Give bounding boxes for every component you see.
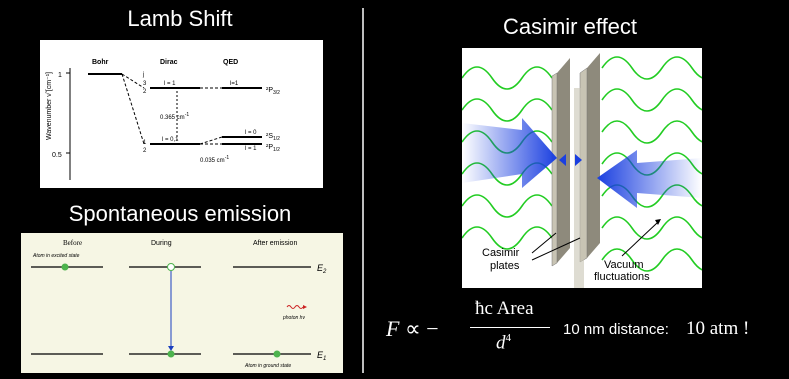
col-after: After emission [253, 240, 297, 247]
qed-l1-low-label: l = 1 [245, 146, 257, 152]
plates-pointer-1 [531, 232, 557, 254]
p32-label: ²P3/2 [266, 87, 280, 96]
excited-caption: Atom in excited state [32, 253, 80, 259]
p12-label: ²P1/2 [266, 144, 280, 153]
atom-before [61, 263, 69, 271]
atom-during [167, 350, 175, 358]
plates-pointer-2 [531, 237, 581, 261]
pressure-text: 10 atm ! [686, 318, 750, 339]
force-arrow-right-icon [597, 150, 702, 208]
s12-label: ²S1/2 [266, 133, 280, 142]
y-axis-label: Wavenumber ν̃ [cm⁻¹] [46, 72, 53, 140]
formula-F: F [386, 316, 400, 341]
y-tick-label-05: 0.5 [52, 152, 62, 159]
j-bot-num: 1 [143, 140, 147, 146]
casimir-title: Casimir effect [502, 14, 638, 39]
plates-label-1: Casimir [482, 247, 520, 259]
vertical-divider [362, 8, 364, 373]
j-top-num: 3 [143, 81, 147, 87]
vacuum-label-1: Vacuum [604, 259, 644, 271]
j-bot-den: 2 [143, 148, 147, 154]
col-qed: QED [223, 59, 238, 66]
formula-numerator: ħc Area [475, 298, 534, 319]
lamb-shift-title: Lamb Shift [127, 6, 233, 31]
force-arrow-left-icon [462, 118, 557, 188]
col-before: Before [63, 239, 82, 247]
decay-arrowhead [168, 346, 174, 351]
vacuum-pointer [621, 222, 658, 257]
spontaneous-emission-title: Spontaneous emission [68, 201, 292, 226]
formula-denominator: d4 [496, 332, 511, 354]
ground-caption: Atom in ground state [244, 363, 291, 369]
qed-l1-label: l=1 [230, 81, 239, 87]
dirac-l01-label: l = 0,1 [162, 137, 179, 143]
s12-connector [199, 136, 223, 145]
photon-arrowhead [303, 305, 307, 309]
col-dirac: Dirac [160, 59, 178, 66]
gap-035-label: 0.035 cm-1 [200, 155, 229, 164]
formula-proportional: ∝ − [405, 316, 439, 341]
casimir-svg: Casimir plates Vacuum fluctuations [461, 53, 723, 288]
j-label: j [142, 72, 144, 78]
photon-wave-icon [286, 305, 304, 309]
col-bohr: Bohr [92, 59, 109, 66]
gap-365-label: 0.365 cm-1 [160, 112, 189, 121]
atom-during-empty [167, 263, 175, 271]
lamb-shift-diagram: 1 0.5 Wavenumber ν̃ [cm⁻¹] Bohr Dirac QE… [40, 40, 323, 188]
distance-text: 10 nm distance: [563, 321, 669, 338]
inner-arrow-right-icon [575, 154, 582, 166]
bohr-to-s12 [121, 73, 145, 145]
spontaneous-emission-diagram: Before During After emission Atom in exc… [21, 233, 343, 373]
lamb-shift-svg: 1 0.5 Wavenumber ν̃ [cm⁻¹] Bohr Dirac QE… [46, 59, 280, 180]
vacuum-waves-right [601, 56, 723, 272]
vacuum-pointer-head [655, 219, 661, 225]
plates-label-2: plates [490, 260, 520, 272]
vacuum-label-2: fluctuations [594, 271, 650, 283]
spontaneous-emission-svg: Before During After emission Atom in exc… [31, 239, 327, 369]
bohr-to-p32 [121, 73, 145, 89]
col-during: During [151, 240, 172, 247]
atom-after [273, 350, 281, 358]
dirac-l1-label: l = 1 [164, 81, 176, 87]
plate-left [551, 72, 558, 267]
j-top-den: 2 [143, 89, 147, 95]
qed-l0-label: l = 0 [245, 130, 257, 136]
y-tick-label-1: 1 [58, 72, 62, 79]
plate-face [574, 88, 584, 288]
plate-right-edge [587, 53, 600, 258]
e2-label: E2 [317, 263, 327, 275]
photon-caption: photon hν [282, 315, 305, 321]
e1-label: E1 [317, 350, 326, 362]
inner-arrow-left-icon [559, 154, 566, 166]
formula-fraction-bar [470, 327, 550, 328]
casimir-diagram: Casimir plates Vacuum fluctuations [461, 48, 723, 288]
